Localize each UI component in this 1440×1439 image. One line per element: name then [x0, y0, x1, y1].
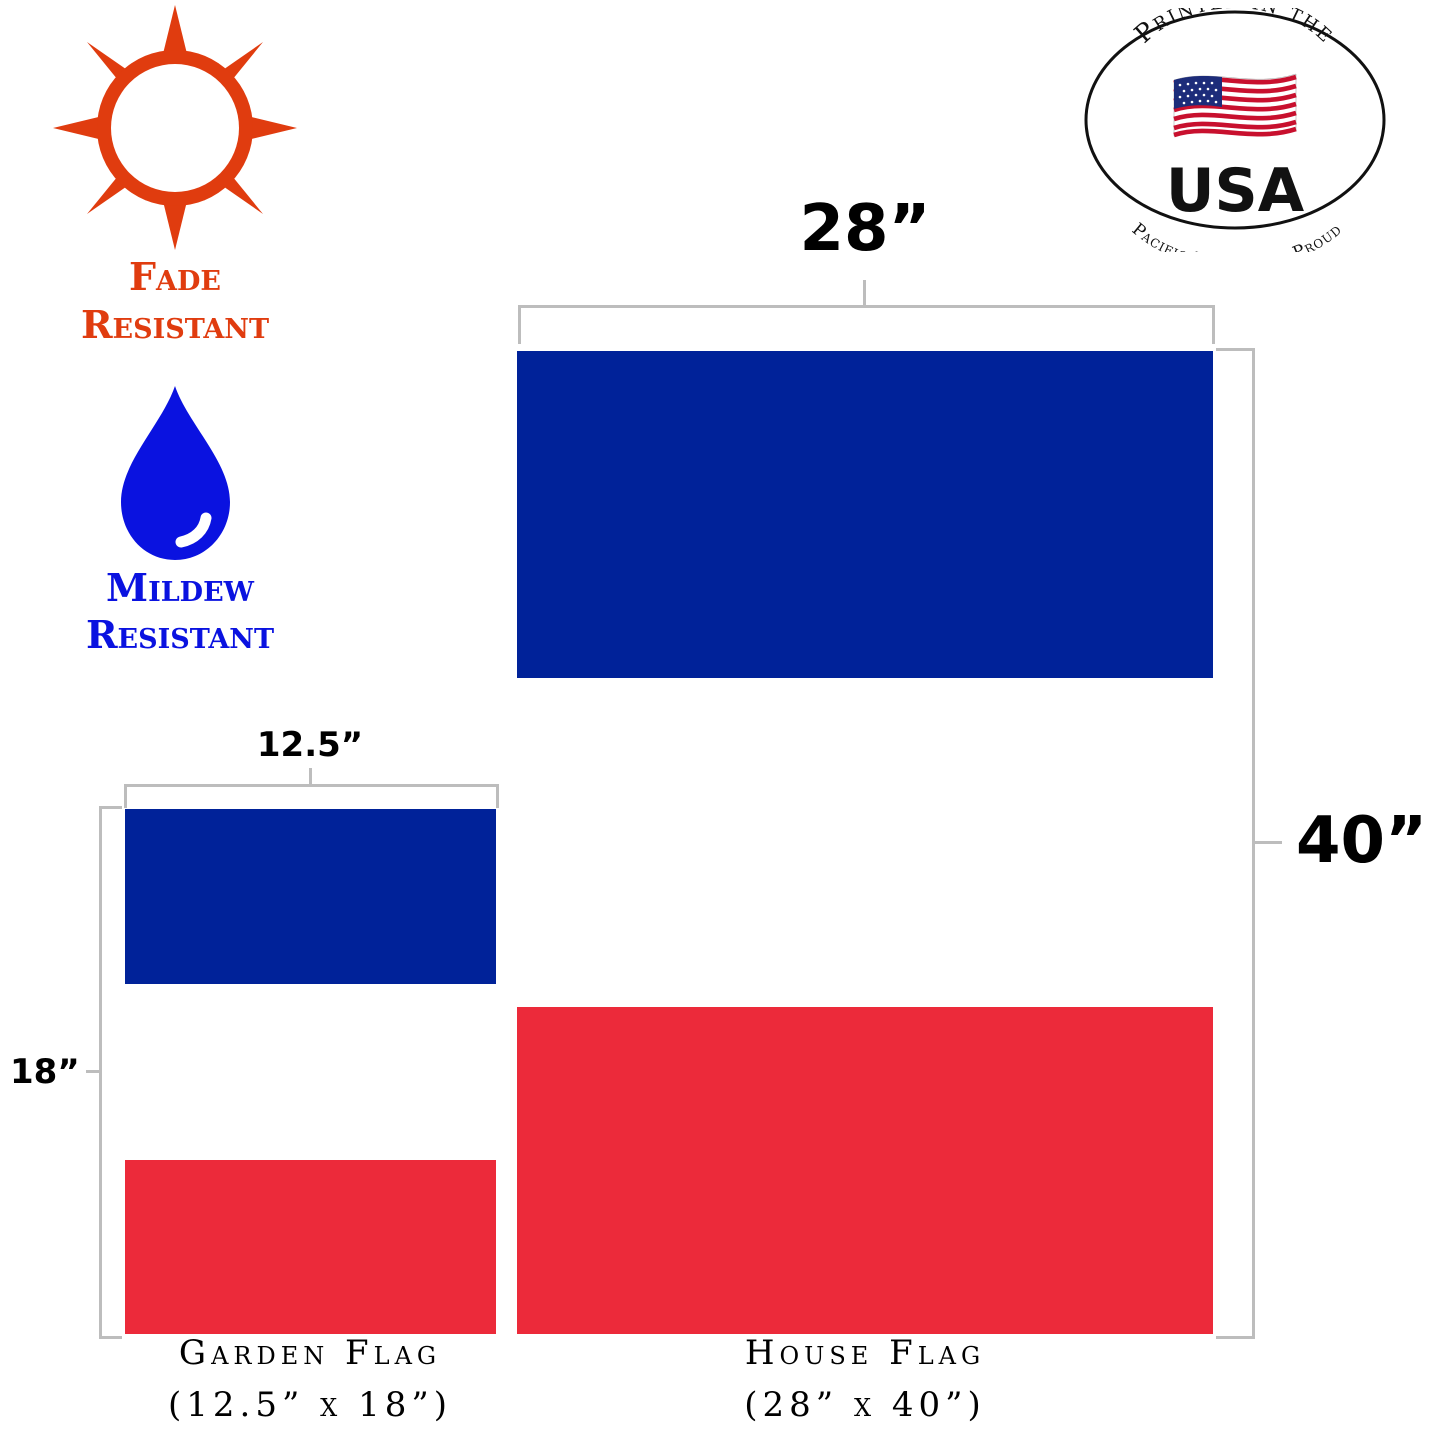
house-flag-red-stripe — [517, 1007, 1213, 1334]
water-drop-icon — [118, 384, 233, 562]
house-flag-name: House Flag — [744, 1333, 986, 1373]
garden-flag-size: (12.5” x 18”) — [168, 1385, 452, 1425]
garden-flag-white-stripe — [125, 984, 496, 1160]
garden-flag-red-stripe — [125, 1160, 496, 1334]
house-width-bracket-tick — [863, 280, 866, 306]
house-flag-height-label: 40” — [1296, 804, 1428, 878]
garden-height-bracket-tick — [86, 1070, 100, 1073]
us-flag-icon — [1173, 73, 1297, 138]
house-height-bracket — [1216, 348, 1255, 1339]
garden-flag-name: Garden Flag — [178, 1333, 442, 1373]
fade-resistant-label-line1: Fade — [129, 254, 221, 299]
sun-icon — [50, 5, 300, 250]
house-flag-blue-stripe — [517, 351, 1213, 678]
house-width-bracket — [518, 305, 1215, 344]
house-height-bracket-tick — [1255, 841, 1282, 844]
badge-country-text: USA — [1166, 156, 1305, 226]
house-flag-size: (28” x 40”) — [744, 1385, 986, 1425]
garden-width-bracket-tick — [309, 768, 312, 785]
garden-height-bracket — [99, 806, 122, 1339]
garden-width-bracket — [124, 784, 499, 808]
mildew-resistant-label-line2: Resistant — [85, 612, 275, 657]
garden-flag-height-label: 18” — [10, 1052, 80, 1092]
printed-in-usa-badge: Printed in the Pacific Northwest Proud — [1082, 0, 1388, 274]
garden-flag-blue-stripe — [125, 809, 496, 984]
fade-resistant-label-line2: Resistant — [80, 302, 270, 347]
house-flag-white-stripe — [517, 678, 1213, 1007]
house-flag-width-label: 28” — [799, 192, 931, 266]
garden-flag-width-label: 12.5” — [256, 725, 364, 765]
mildew-resistant-label-line1: Mildew — [106, 565, 254, 610]
